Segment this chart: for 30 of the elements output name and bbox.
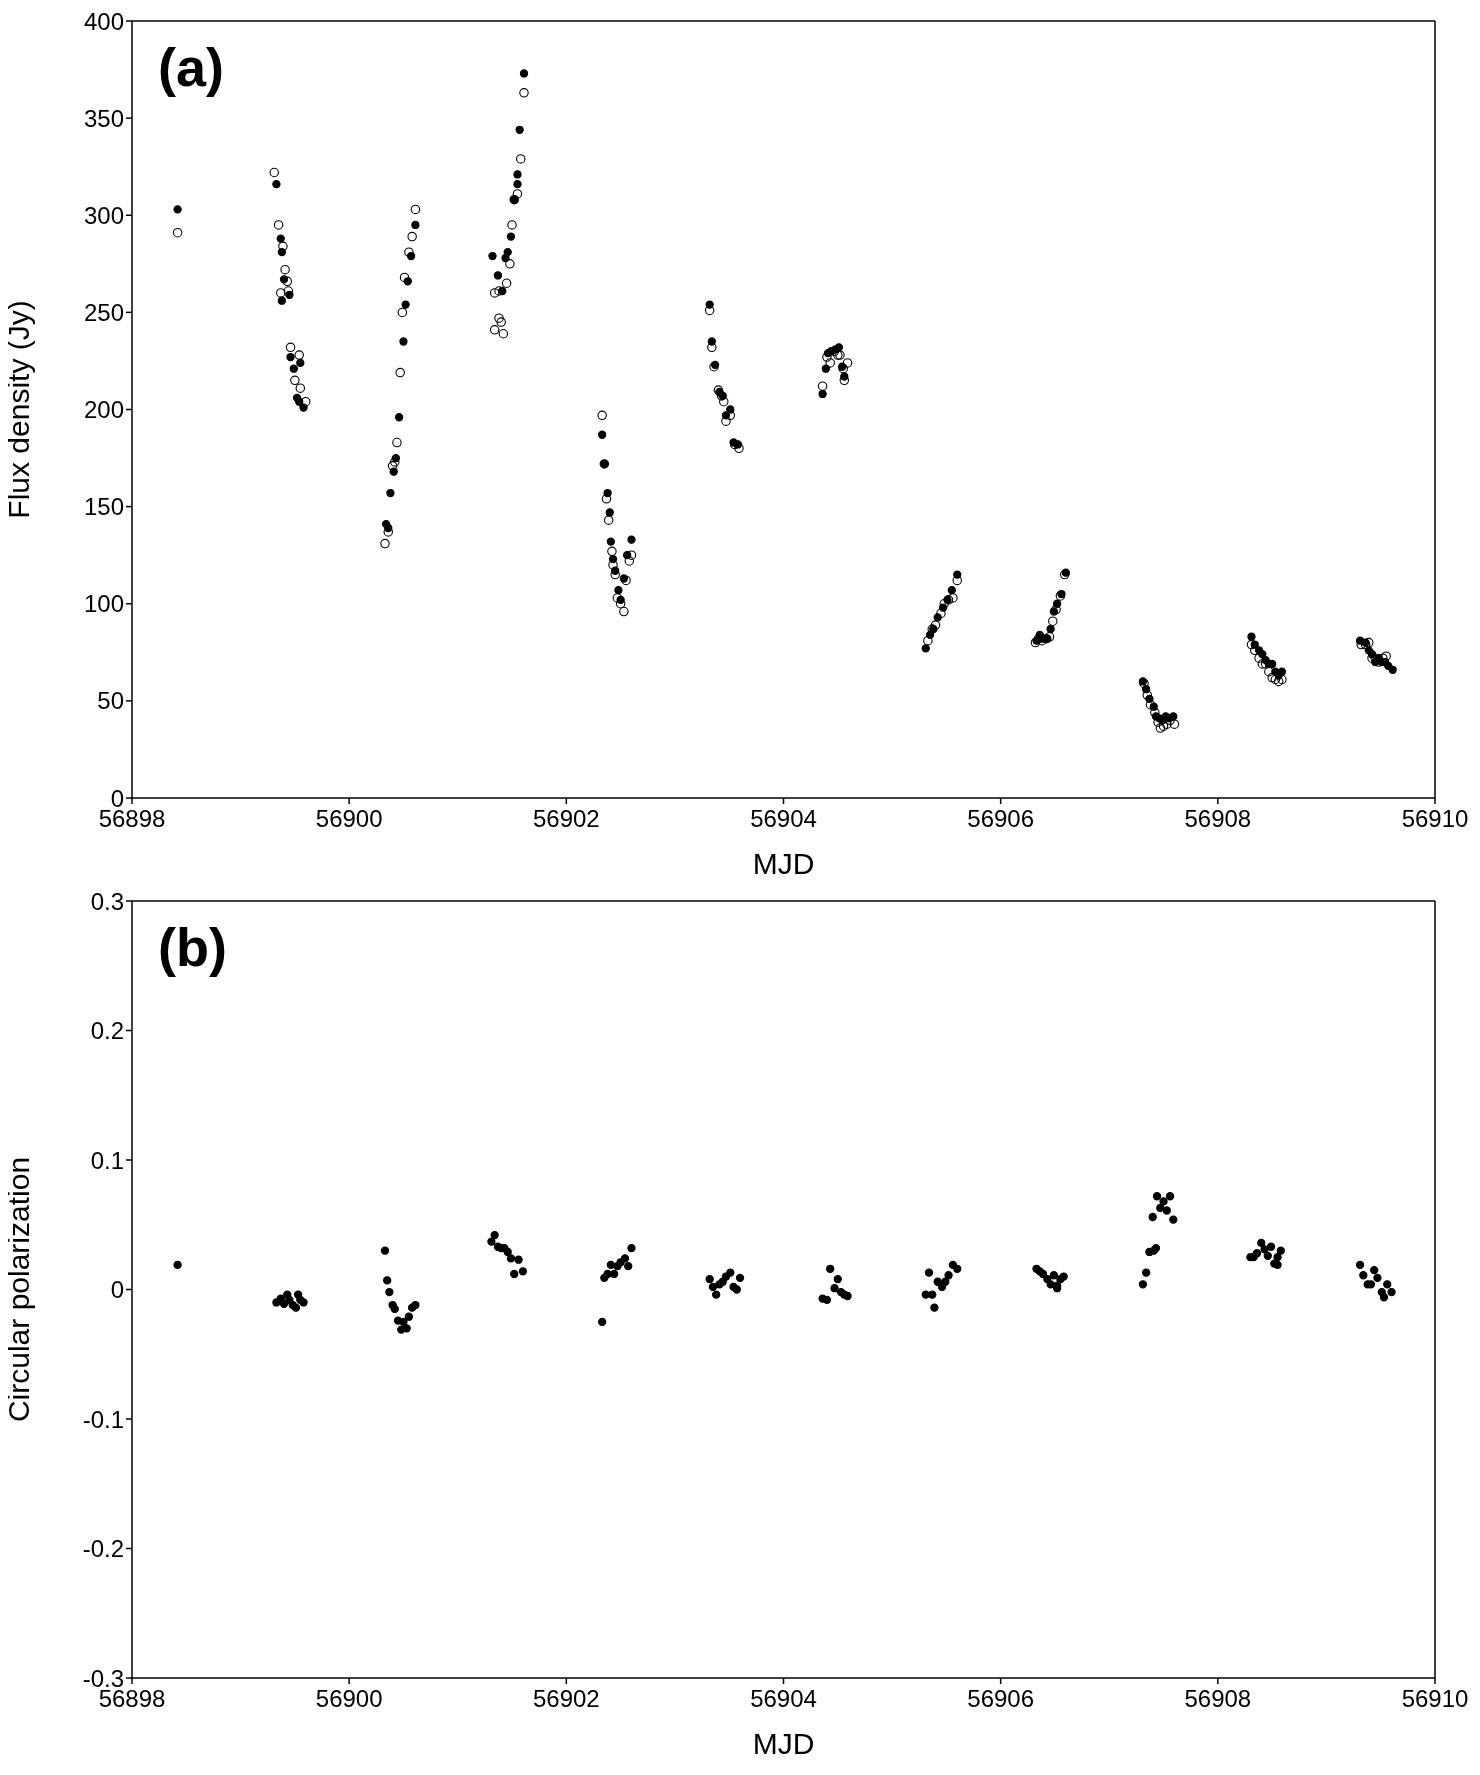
x-tick-label: 56900: [315, 805, 383, 833]
x-tick-label: 56908: [1184, 805, 1252, 833]
x-tick-label: 56908: [1184, 1685, 1252, 1713]
y-tick-label: 350: [83, 104, 124, 132]
x-tick-label: 56900: [315, 1685, 383, 1713]
x-axis-title: MJD: [752, 847, 815, 880]
annotation: (b): [158, 916, 227, 978]
y-tick-label: 0.2: [90, 1017, 124, 1045]
y-tick-label: 50: [97, 687, 124, 715]
y-tick-label: 100: [83, 590, 124, 618]
x-tick-label: 56904: [750, 1685, 817, 1713]
y-tick-label: 0.1: [90, 1146, 124, 1174]
annotation: (a): [158, 36, 224, 98]
y-tick-label: 300: [83, 201, 124, 229]
x-tick-label: 56902: [532, 1685, 600, 1713]
y-tick-label: 0.3: [90, 887, 124, 915]
x-tick-label: 56904: [750, 805, 817, 833]
x-tick-label: 56902: [532, 805, 600, 833]
x-tick-label: 56910: [1401, 1685, 1469, 1713]
y-tick-label: -0.2: [82, 1535, 124, 1563]
y-tick-label: 0: [110, 1276, 124, 1304]
y-tick-label: 250: [83, 298, 124, 326]
y-tick-label: 200: [83, 396, 124, 424]
y-tick-label: -0.1: [82, 1405, 124, 1433]
y-tick-label: 400: [83, 7, 124, 35]
x-axis-title: MJD: [752, 1727, 815, 1760]
y-tick-label: 150: [83, 493, 124, 521]
x-tick-label: 56910: [1401, 805, 1469, 833]
x-tick-label: 56906: [967, 1685, 1035, 1713]
x-tick-label: 56906: [967, 805, 1035, 833]
